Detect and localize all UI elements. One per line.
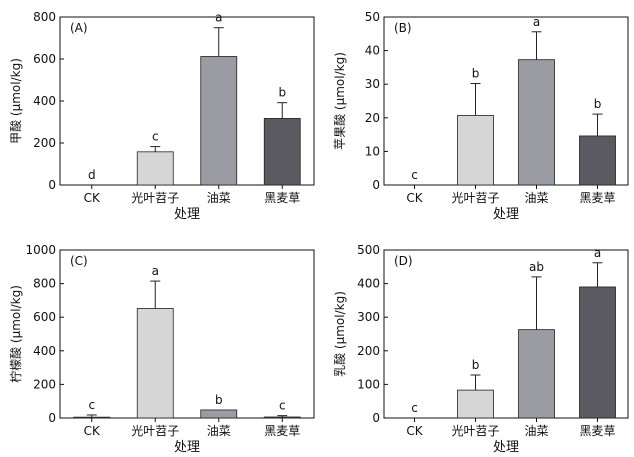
significance-letter: b: [472, 358, 480, 372]
chart-panel-4: 0 100 200 300 400 500 c CK b 光叶苕子 ab 油菜 a 黑麦草 (D) 处理 乳酸 …: [332, 243, 629, 455]
chart-panel-3: 0 200 400 600 800 1000 c CK a 光叶苕子 b 油菜 c 黑麦草 (C) 处理 柠檬酸…: [8, 243, 315, 455]
significance-letter: a: [594, 246, 601, 260]
y-tick-label: 0: [372, 178, 380, 192]
x-tick-label: 油菜: [207, 424, 231, 438]
bar-4: [263, 416, 301, 419]
significance-letter: c: [411, 168, 418, 182]
bar-4: [579, 135, 616, 186]
y-tick-label: 400: [357, 277, 380, 291]
y-tick-label: 800: [33, 10, 56, 24]
x-tick-label: 黑麦草: [264, 191, 300, 205]
x-tick-label: CK: [406, 424, 423, 438]
y-tick-label: 500: [357, 243, 380, 257]
x-axis-title: 处理: [174, 440, 200, 455]
significance-letter: b: [215, 393, 223, 407]
x-tick-label: CK: [84, 191, 101, 205]
x-tick-label: CK: [84, 424, 101, 438]
significance-letter: b: [278, 86, 286, 100]
x-tick-label: 油菜: [524, 191, 548, 205]
plot-frame: [383, 16, 629, 186]
panel-label: (C): [70, 254, 88, 268]
bar-3: [200, 409, 238, 419]
bar-2: [457, 115, 494, 186]
bar-3: [518, 59, 555, 186]
y-tick-label: 200: [33, 377, 56, 391]
y-axis-title: 苹果酸 (μmol/kg): [332, 52, 347, 150]
significance-letter: ab: [529, 260, 544, 274]
x-tick-label: 黑麦草: [579, 424, 615, 438]
x-axis-title: 处理: [493, 440, 519, 455]
y-axis-title: 乳酸 (μmol/kg): [332, 291, 347, 377]
x-tick-label: 光叶苕子: [451, 191, 499, 205]
significance-letter: a: [152, 264, 159, 278]
y-tick-label: 200: [33, 136, 56, 150]
x-axis-title: 处理: [493, 207, 519, 222]
y-tick-label: 400: [33, 344, 56, 358]
y-tick-label: 30: [365, 77, 380, 91]
y-tick-label: 400: [33, 94, 56, 108]
y-tick-label: 300: [357, 310, 380, 324]
significance-letter: b: [472, 67, 480, 81]
panel-label: (A): [70, 21, 88, 35]
x-tick-label: CK: [406, 191, 423, 205]
y-tick-label: 600: [33, 310, 56, 324]
y-tick-label: 10: [365, 144, 380, 158]
x-tick-label: 黑麦草: [579, 191, 615, 205]
significance-letter: a: [533, 15, 540, 29]
bar-2: [136, 151, 174, 186]
plot-frame: [383, 249, 629, 419]
bar-2: [457, 389, 494, 419]
y-tick-label: 20: [365, 111, 380, 125]
bar-2: [136, 308, 174, 419]
y-tick-label: 0: [372, 411, 380, 425]
y-tick-label: 50: [365, 10, 380, 24]
bar-4: [579, 286, 616, 419]
panel-label: (D): [394, 254, 413, 268]
y-tick-label: 100: [357, 377, 380, 391]
x-tick-label: 油菜: [524, 424, 548, 438]
significance-letter: c: [88, 398, 95, 412]
significance-letter: a: [215, 11, 222, 25]
significance-letter: c: [411, 401, 418, 415]
y-axis-title: 甲酸 (μmol/kg): [8, 58, 23, 144]
panel-label: (B): [394, 21, 412, 35]
x-axis-title: 处理: [174, 207, 200, 222]
y-tick-label: 200: [357, 344, 380, 358]
plot-frame: [59, 249, 315, 419]
y-tick-label: 0: [48, 411, 56, 425]
bar-3: [518, 329, 555, 419]
y-tick-label: 0: [48, 178, 56, 192]
significance-letter: c: [152, 130, 159, 144]
x-tick-label: 光叶苕子: [451, 424, 499, 438]
y-axis-title: 柠檬酸 (μmol/kg): [8, 285, 23, 383]
y-tick-label: 1000: [25, 243, 56, 257]
significance-letter: d: [88, 168, 96, 182]
significance-letter: b: [594, 97, 602, 111]
bar-3: [200, 56, 238, 186]
x-tick-label: 油菜: [207, 191, 231, 205]
bar-1: [73, 416, 111, 419]
bar-4: [263, 118, 301, 186]
y-tick-label: 40: [365, 44, 380, 58]
x-tick-label: 光叶苕子: [131, 191, 179, 205]
chart-panel-2: 0 10 20 30 40 50 c CK b 光叶苕子 a 油菜 b 黑麦草 (B) 处理 苹果酸 (μmol…: [332, 10, 629, 222]
y-tick-label: 600: [33, 52, 56, 66]
chart-panel-1: 0 200 400 600 800 d CK c 光叶苕子 a 油菜 b 黑麦草 (A) 处理 甲酸 (μmo…: [8, 10, 315, 222]
y-tick-label: 800: [33, 277, 56, 291]
x-tick-label: 黑麦草: [264, 424, 300, 438]
x-tick-label: 光叶苕子: [131, 424, 179, 438]
significance-letter: c: [279, 399, 286, 413]
